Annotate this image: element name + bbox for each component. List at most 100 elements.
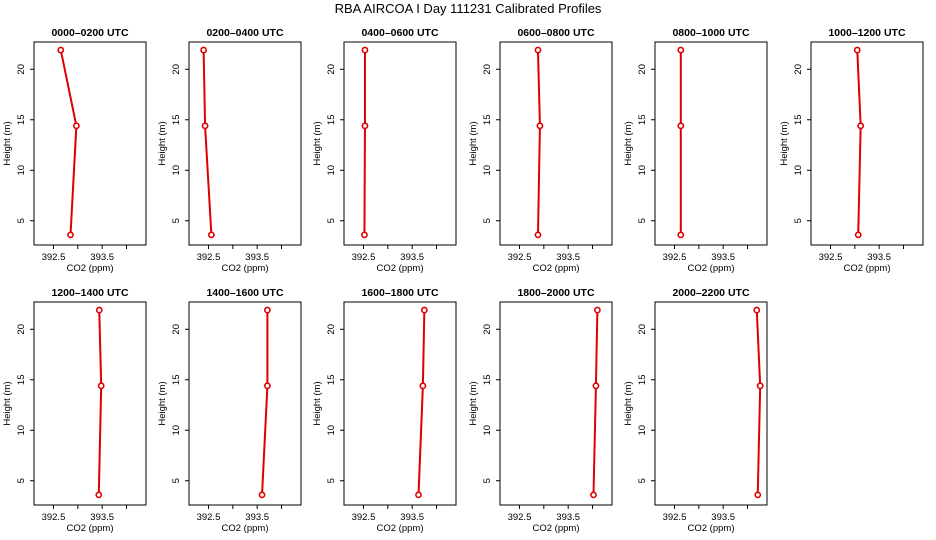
plot-frame — [654, 301, 768, 506]
profile-point — [536, 122, 544, 130]
profile-point — [677, 231, 685, 239]
profile-point — [97, 382, 105, 390]
plot-title: 2000–2200 UTC — [672, 287, 749, 299]
y-tick-label: 15 — [171, 374, 182, 385]
profile-line — [417, 310, 426, 495]
y-axis-label: Height (m) — [468, 381, 479, 425]
y-tick-label: 5 — [793, 218, 804, 223]
y-tick-label: 10 — [793, 165, 804, 176]
plot-title: 0200–0400 UTC — [206, 27, 283, 39]
plot-title: 0400–0600 UTC — [361, 27, 438, 39]
plot-frame — [343, 41, 457, 246]
y-tick-label: 15 — [16, 114, 27, 125]
x-tick-label: 392.5 — [352, 512, 376, 523]
x-tick-label: 392.5 — [663, 252, 687, 263]
y-tick-label: 20 — [637, 324, 648, 335]
profile-point — [592, 382, 600, 390]
y-axis-label: Height (m) — [468, 121, 479, 165]
profile-point — [534, 231, 542, 239]
x-axis-label: CO2 (ppm) — [688, 523, 735, 534]
y-tick-label: 10 — [637, 425, 648, 436]
x-tick-label: 392.5 — [508, 252, 532, 263]
x-axis-label: CO2 (ppm) — [222, 523, 269, 534]
x-axis-label: CO2 (ppm) — [533, 523, 580, 534]
plot-frame — [33, 41, 147, 246]
x-axis-label: CO2 (ppm) — [67, 523, 114, 534]
y-tick-label: 5 — [16, 478, 27, 483]
x-tick-label: 393.5 — [711, 252, 735, 263]
x-tick-label: 392.5 — [508, 512, 532, 523]
profile-point — [263, 306, 271, 314]
profile-plot-9: 1600–1800 UTC 392.5 393.5 5 10 15 20 CO2 (ppm) H… — [312, 287, 457, 534]
profile-line — [592, 310, 599, 495]
y-tick-label: 15 — [793, 114, 804, 125]
profile-plot-6: 1000–1200 UTC 392.5 393.5 5 10 15 20 CO2 (ppm) H… — [779, 27, 924, 274]
plot-title: 1400–1600 UTC — [206, 287, 283, 299]
y-tick-label: 15 — [16, 374, 27, 385]
y-tick-label: 10 — [482, 165, 493, 176]
y-tick-label: 5 — [171, 218, 182, 223]
x-axis-label: CO2 (ppm) — [377, 523, 424, 534]
x-tick-label: 392.5 — [352, 252, 376, 263]
plot-frame — [33, 301, 147, 506]
y-tick-label: 15 — [482, 114, 493, 125]
x-axis-label: CO2 (ppm) — [533, 263, 580, 274]
x-tick-label: 392.5 — [42, 252, 66, 263]
y-tick-label: 5 — [482, 478, 493, 483]
y-tick-label: 15 — [171, 114, 182, 125]
plot-frame — [188, 41, 302, 246]
y-tick-label: 5 — [637, 478, 648, 483]
x-axis-label: CO2 (ppm) — [222, 263, 269, 274]
plot-title: 1600–1800 UTC — [361, 287, 438, 299]
profile-point — [756, 382, 764, 390]
y-tick-label: 20 — [16, 64, 27, 75]
x-axis-label: CO2 (ppm) — [377, 263, 424, 274]
profile-point — [590, 491, 597, 499]
profile-point — [263, 382, 271, 390]
x-tick-label: 393.5 — [400, 512, 424, 523]
y-tick-label: 15 — [326, 374, 337, 385]
profile-plot-10: 1800–2000 UTC 392.5 393.5 5 10 15 20 CO2 (ppm) H… — [468, 287, 613, 534]
y-axis-label: Height (m) — [779, 121, 790, 165]
profile-point — [754, 491, 762, 499]
y-tick-label: 20 — [326, 324, 337, 335]
y-axis-label: Height (m) — [2, 121, 13, 165]
profile-point — [207, 231, 215, 239]
y-axis-label: Height (m) — [157, 381, 168, 425]
y-tick-label: 20 — [16, 324, 27, 335]
x-tick-label: 392.5 — [197, 512, 221, 523]
plot-title: 1800–2000 UTC — [517, 287, 594, 299]
profile-point — [753, 306, 761, 314]
x-axis-label: CO2 (ppm) — [688, 263, 735, 274]
y-tick-label: 10 — [326, 165, 337, 176]
profile-point — [200, 46, 208, 54]
y-tick-label: 20 — [171, 64, 182, 75]
plot-title: 1000–1200 UTC — [828, 27, 905, 39]
plot-frame — [188, 301, 302, 506]
profile-point — [677, 46, 685, 54]
y-tick-label: 10 — [482, 425, 493, 436]
profile-line — [97, 310, 103, 495]
profile-line — [856, 50, 862, 235]
figure-title: RBA AIRCOA I Day 111231 Calibrated Profi… — [334, 1, 602, 16]
profile-point — [57, 46, 65, 54]
y-axis-label: Height (m) — [157, 121, 168, 165]
profile-plot-4: 0600–0800 UTC 392.5 393.5 5 10 15 20 CO2 (ppm) H… — [468, 27, 613, 274]
x-tick-label: 393.5 — [711, 512, 735, 523]
y-axis-label: Height (m) — [2, 381, 13, 425]
profile-point — [854, 231, 862, 239]
y-tick-label: 10 — [637, 165, 648, 176]
profile-line — [536, 50, 541, 235]
x-tick-label: 392.5 — [819, 252, 843, 263]
x-tick-label: 392.5 — [663, 512, 687, 523]
x-tick-label: 393.5 — [556, 512, 580, 523]
profile-line — [755, 310, 762, 495]
x-tick-label: 392.5 — [42, 512, 66, 523]
x-axis-label: CO2 (ppm) — [844, 263, 891, 274]
y-tick-label: 5 — [16, 218, 27, 223]
y-tick-label: 10 — [171, 425, 182, 436]
x-tick-label: 393.5 — [867, 252, 891, 263]
profile-point — [857, 122, 865, 130]
y-tick-label: 10 — [171, 165, 182, 176]
